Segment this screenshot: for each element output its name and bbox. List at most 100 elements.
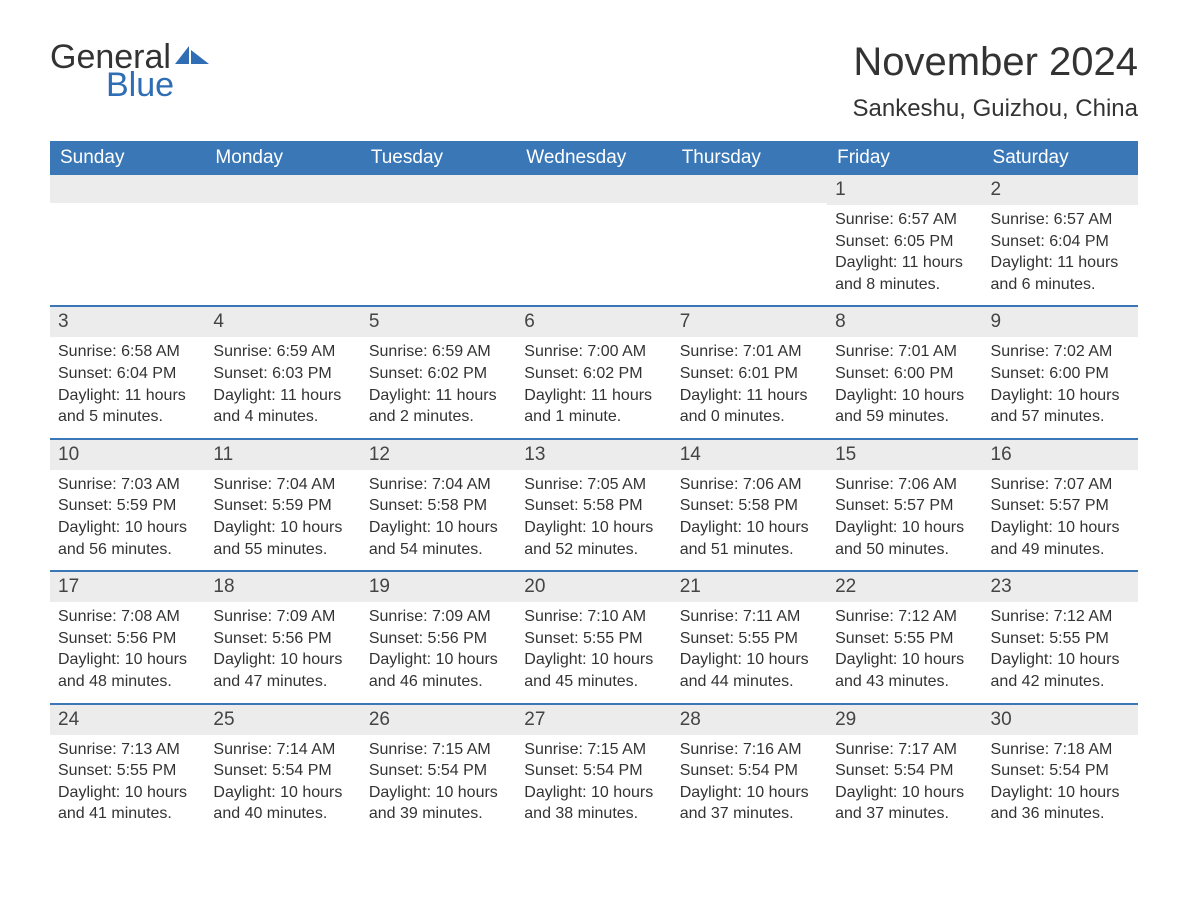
sunrise-line: Sunrise: 7:07 AM <box>991 474 1130 496</box>
day-number <box>516 175 671 203</box>
calendar-day-cell: 28Sunrise: 7:16 AMSunset: 5:54 PMDayligh… <box>672 705 827 835</box>
sunset-line: Sunset: 6:00 PM <box>835 363 974 385</box>
calendar-day-cell: 3Sunrise: 6:58 AMSunset: 6:04 PMDaylight… <box>50 307 205 438</box>
calendar-day-cell: 9Sunrise: 7:02 AMSunset: 6:00 PMDaylight… <box>983 307 1138 438</box>
day-info <box>361 203 516 263</box>
day-number: 21 <box>672 572 827 602</box>
calendar-day-cell: 22Sunrise: 7:12 AMSunset: 5:55 PMDayligh… <box>827 572 982 703</box>
sunrise-line: Sunrise: 6:57 AM <box>991 209 1130 231</box>
sunrise-line: Sunrise: 7:16 AM <box>680 739 819 761</box>
sunset-line: Sunset: 5:58 PM <box>524 495 663 517</box>
page-header: General Blue November 2024 Sankeshu, Gui… <box>50 40 1138 123</box>
calendar-empty-cell <box>50 175 205 306</box>
sunset-line: Sunset: 5:58 PM <box>369 495 508 517</box>
day-number: 23 <box>983 572 1138 602</box>
calendar-table: SundayMondayTuesdayWednesdayThursdayFrid… <box>50 141 1138 835</box>
sunrise-line: Sunrise: 7:05 AM <box>524 474 663 496</box>
day-number: 5 <box>361 307 516 337</box>
day-info <box>672 203 827 263</box>
sunset-line: Sunset: 5:56 PM <box>213 628 352 650</box>
sunset-line: Sunset: 5:54 PM <box>213 760 352 782</box>
calendar-day-cell: 2Sunrise: 6:57 AMSunset: 6:04 PMDaylight… <box>983 175 1138 306</box>
calendar-day-cell: 30Sunrise: 7:18 AMSunset: 5:54 PMDayligh… <box>983 705 1138 835</box>
day-info: Sunrise: 7:01 AMSunset: 6:00 PMDaylight:… <box>827 337 982 437</box>
sunrise-line: Sunrise: 6:57 AM <box>835 209 974 231</box>
day-number: 1 <box>827 175 982 205</box>
day-info: Sunrise: 7:01 AMSunset: 6:01 PMDaylight:… <box>672 337 827 437</box>
sunset-line: Sunset: 6:01 PM <box>680 363 819 385</box>
daylight-line: Daylight: 10 hours and 52 minutes. <box>524 517 663 560</box>
day-info: Sunrise: 7:05 AMSunset: 5:58 PMDaylight:… <box>516 470 671 570</box>
sunset-line: Sunset: 5:54 PM <box>369 760 508 782</box>
sunset-line: Sunset: 6:04 PM <box>58 363 197 385</box>
sunset-line: Sunset: 6:03 PM <box>213 363 352 385</box>
calendar-empty-cell <box>205 175 360 306</box>
weekday-header: Monday <box>205 141 360 175</box>
daylight-line: Daylight: 10 hours and 54 minutes. <box>369 517 508 560</box>
day-number: 28 <box>672 705 827 735</box>
sunset-line: Sunset: 6:04 PM <box>991 231 1130 253</box>
day-info: Sunrise: 7:06 AMSunset: 5:57 PMDaylight:… <box>827 470 982 570</box>
day-number: 14 <box>672 440 827 470</box>
day-info: Sunrise: 7:12 AMSunset: 5:55 PMDaylight:… <box>827 602 982 702</box>
day-number: 24 <box>50 705 205 735</box>
sunset-line: Sunset: 5:55 PM <box>835 628 974 650</box>
daylight-line: Daylight: 11 hours and 1 minute. <box>524 385 663 428</box>
weekday-header: Thursday <box>672 141 827 175</box>
title-block: November 2024 Sankeshu, Guizhou, China <box>852 40 1138 123</box>
calendar-day-cell: 26Sunrise: 7:15 AMSunset: 5:54 PMDayligh… <box>361 705 516 835</box>
calendar-week-row: 24Sunrise: 7:13 AMSunset: 5:55 PMDayligh… <box>50 705 1138 835</box>
brand-part2: Blue <box>106 68 209 102</box>
sunrise-line: Sunrise: 6:59 AM <box>213 341 352 363</box>
calendar-day-cell: 8Sunrise: 7:01 AMSunset: 6:00 PMDaylight… <box>827 307 982 438</box>
calendar-empty-cell <box>361 175 516 306</box>
calendar-day-cell: 15Sunrise: 7:06 AMSunset: 5:57 PMDayligh… <box>827 440 982 571</box>
day-number <box>205 175 360 203</box>
day-number: 25 <box>205 705 360 735</box>
day-number: 30 <box>983 705 1138 735</box>
brand-sail-icon <box>175 44 209 68</box>
sunset-line: Sunset: 5:57 PM <box>835 495 974 517</box>
day-info <box>205 203 360 263</box>
weekday-header: Wednesday <box>516 141 671 175</box>
day-number: 6 <box>516 307 671 337</box>
sunrise-line: Sunrise: 7:03 AM <box>58 474 197 496</box>
day-info: Sunrise: 7:00 AMSunset: 6:02 PMDaylight:… <box>516 337 671 437</box>
daylight-line: Daylight: 10 hours and 43 minutes. <box>835 649 974 692</box>
sunset-line: Sunset: 5:55 PM <box>991 628 1130 650</box>
sunset-line: Sunset: 5:58 PM <box>680 495 819 517</box>
sunrise-line: Sunrise: 7:08 AM <box>58 606 197 628</box>
day-info: Sunrise: 7:03 AMSunset: 5:59 PMDaylight:… <box>50 470 205 570</box>
daylight-line: Daylight: 10 hours and 55 minutes. <box>213 517 352 560</box>
day-info: Sunrise: 7:17 AMSunset: 5:54 PMDaylight:… <box>827 735 982 835</box>
sunrise-line: Sunrise: 7:14 AM <box>213 739 352 761</box>
calendar-day-cell: 10Sunrise: 7:03 AMSunset: 5:59 PMDayligh… <box>50 440 205 571</box>
calendar-day-cell: 23Sunrise: 7:12 AMSunset: 5:55 PMDayligh… <box>983 572 1138 703</box>
sunrise-line: Sunrise: 6:59 AM <box>369 341 508 363</box>
sunset-line: Sunset: 5:54 PM <box>680 760 819 782</box>
calendar-day-cell: 27Sunrise: 7:15 AMSunset: 5:54 PMDayligh… <box>516 705 671 835</box>
day-info: Sunrise: 6:58 AMSunset: 6:04 PMDaylight:… <box>50 337 205 437</box>
month-title: November 2024 <box>852 40 1138 85</box>
daylight-line: Daylight: 10 hours and 51 minutes. <box>680 517 819 560</box>
day-number: 20 <box>516 572 671 602</box>
sunset-line: Sunset: 5:59 PM <box>213 495 352 517</box>
sunrise-line: Sunrise: 7:06 AM <box>835 474 974 496</box>
calendar-week-row: 17Sunrise: 7:08 AMSunset: 5:56 PMDayligh… <box>50 572 1138 703</box>
calendar-day-cell: 21Sunrise: 7:11 AMSunset: 5:55 PMDayligh… <box>672 572 827 703</box>
calendar-week-row: 1Sunrise: 6:57 AMSunset: 6:05 PMDaylight… <box>50 175 1138 306</box>
day-info <box>516 203 671 263</box>
sunrise-line: Sunrise: 6:58 AM <box>58 341 197 363</box>
day-info: Sunrise: 7:12 AMSunset: 5:55 PMDaylight:… <box>983 602 1138 702</box>
day-number: 7 <box>672 307 827 337</box>
sunrise-line: Sunrise: 7:18 AM <box>991 739 1130 761</box>
daylight-line: Daylight: 10 hours and 39 minutes. <box>369 782 508 825</box>
calendar-day-cell: 4Sunrise: 6:59 AMSunset: 6:03 PMDaylight… <box>205 307 360 438</box>
day-info: Sunrise: 7:18 AMSunset: 5:54 PMDaylight:… <box>983 735 1138 835</box>
sunrise-line: Sunrise: 7:04 AM <box>369 474 508 496</box>
day-info: Sunrise: 7:14 AMSunset: 5:54 PMDaylight:… <box>205 735 360 835</box>
day-number: 10 <box>50 440 205 470</box>
daylight-line: Daylight: 10 hours and 44 minutes. <box>680 649 819 692</box>
day-number: 8 <box>827 307 982 337</box>
calendar-week-row: 10Sunrise: 7:03 AMSunset: 5:59 PMDayligh… <box>50 440 1138 571</box>
